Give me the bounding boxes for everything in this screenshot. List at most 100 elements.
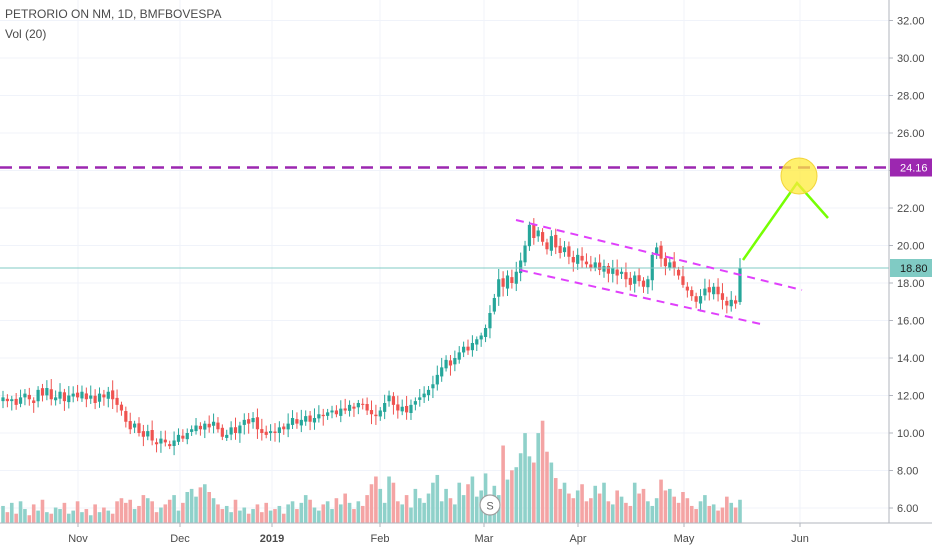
volume-bar [53, 507, 58, 523]
channel-lower-line[interactable] [519, 269, 766, 326]
volume-bar [49, 513, 54, 523]
volume-bar [154, 512, 159, 523]
volume-bar [400, 504, 405, 523]
dividend-label: S [486, 501, 493, 513]
volume-bar [676, 502, 681, 523]
candle-body [580, 255, 584, 261]
volume-bar [277, 505, 282, 523]
volume-bar [540, 420, 545, 523]
candle-body [49, 389, 53, 400]
candle-body [387, 395, 391, 402]
candle-body [141, 431, 145, 437]
volume-bar [711, 504, 716, 523]
candle-body [457, 352, 461, 360]
candle-body [501, 278, 505, 287]
candle-body [422, 393, 426, 398]
volume-bar [145, 498, 150, 523]
candle-body [483, 328, 488, 338]
price-tick-label: 22.00 [897, 203, 925, 215]
volume-bar [637, 493, 641, 523]
volume-bar [369, 484, 374, 523]
volume-bar [229, 512, 233, 523]
channel-upper-line[interactable] [515, 219, 803, 291]
volume-bar [242, 507, 247, 523]
candle-body [111, 390, 115, 400]
volume-bar [102, 507, 106, 523]
projection-arrow[interactable] [741, 180, 829, 261]
candle-body [598, 262, 602, 270]
candle-body [505, 275, 510, 289]
volume-bar [602, 482, 606, 523]
candle-body [207, 423, 211, 428]
candle-body [418, 397, 422, 400]
candle-body [198, 425, 203, 430]
volume-bar [31, 504, 36, 523]
volume-bar [404, 495, 409, 523]
volume-bar [251, 509, 255, 523]
volume-bar [97, 512, 102, 523]
volume-bar [110, 513, 115, 523]
volume-bar [207, 492, 211, 523]
candle-body [304, 416, 308, 422]
volume-bar [532, 462, 536, 523]
volume-bar [338, 504, 343, 523]
volume-bar [347, 502, 352, 523]
volume-bar [132, 509, 137, 523]
candle-body [317, 414, 321, 419]
volume-bar [597, 493, 602, 523]
candle-body [27, 394, 31, 400]
volume-bar [580, 484, 584, 523]
target-circle[interactable] [780, 157, 818, 195]
volume-bar [431, 482, 435, 523]
price-tick-label: 32.00 [897, 16, 925, 28]
volume-bar [356, 501, 361, 523]
candle-body [562, 247, 567, 253]
volume-bar [150, 501, 154, 523]
volume-bar [343, 493, 347, 523]
candle-body [628, 277, 632, 285]
volume-bar [628, 505, 633, 523]
price-tick-label: 16.00 [897, 316, 925, 328]
candle-body [492, 298, 496, 312]
volume-bar [176, 510, 181, 523]
volume-bar [238, 510, 242, 523]
volume-bar [106, 510, 111, 523]
candle-body [269, 431, 273, 434]
candle-body [448, 360, 453, 366]
volume-bar [725, 496, 729, 523]
volume-bar [553, 478, 558, 523]
volume-bar [167, 499, 172, 523]
candle-body [615, 269, 619, 276]
candle-body [712, 286, 716, 295]
volume-bar [119, 498, 124, 523]
volume-bar [641, 488, 646, 523]
volume-bar [435, 474, 440, 523]
volume-bar [194, 496, 198, 523]
volume-bar [1, 505, 5, 523]
dividend-marker[interactable]: S [479, 494, 501, 516]
candle-body [128, 421, 132, 430]
candle-body [80, 391, 84, 399]
volume-bar [141, 495, 146, 523]
candle-body [220, 427, 224, 437]
candle-body [18, 397, 23, 404]
price-tick-label: 28.00 [897, 91, 925, 103]
candle-body [409, 404, 413, 413]
volume-bar [5, 512, 10, 523]
grid [0, 0, 889, 523]
candle-body [400, 406, 404, 412]
candle-body [343, 408, 347, 411]
time-axis-background [0, 523, 932, 550]
volume-bar [654, 498, 659, 523]
time-tick-label: Jun [791, 533, 809, 545]
drawings[interactable]: S [0, 157, 889, 516]
candle-body [378, 410, 382, 417]
candle-body [282, 426, 286, 430]
volume-bar [558, 488, 562, 523]
candle-body [273, 431, 277, 433]
volume-bar [738, 499, 742, 523]
candle-body [466, 346, 470, 351]
